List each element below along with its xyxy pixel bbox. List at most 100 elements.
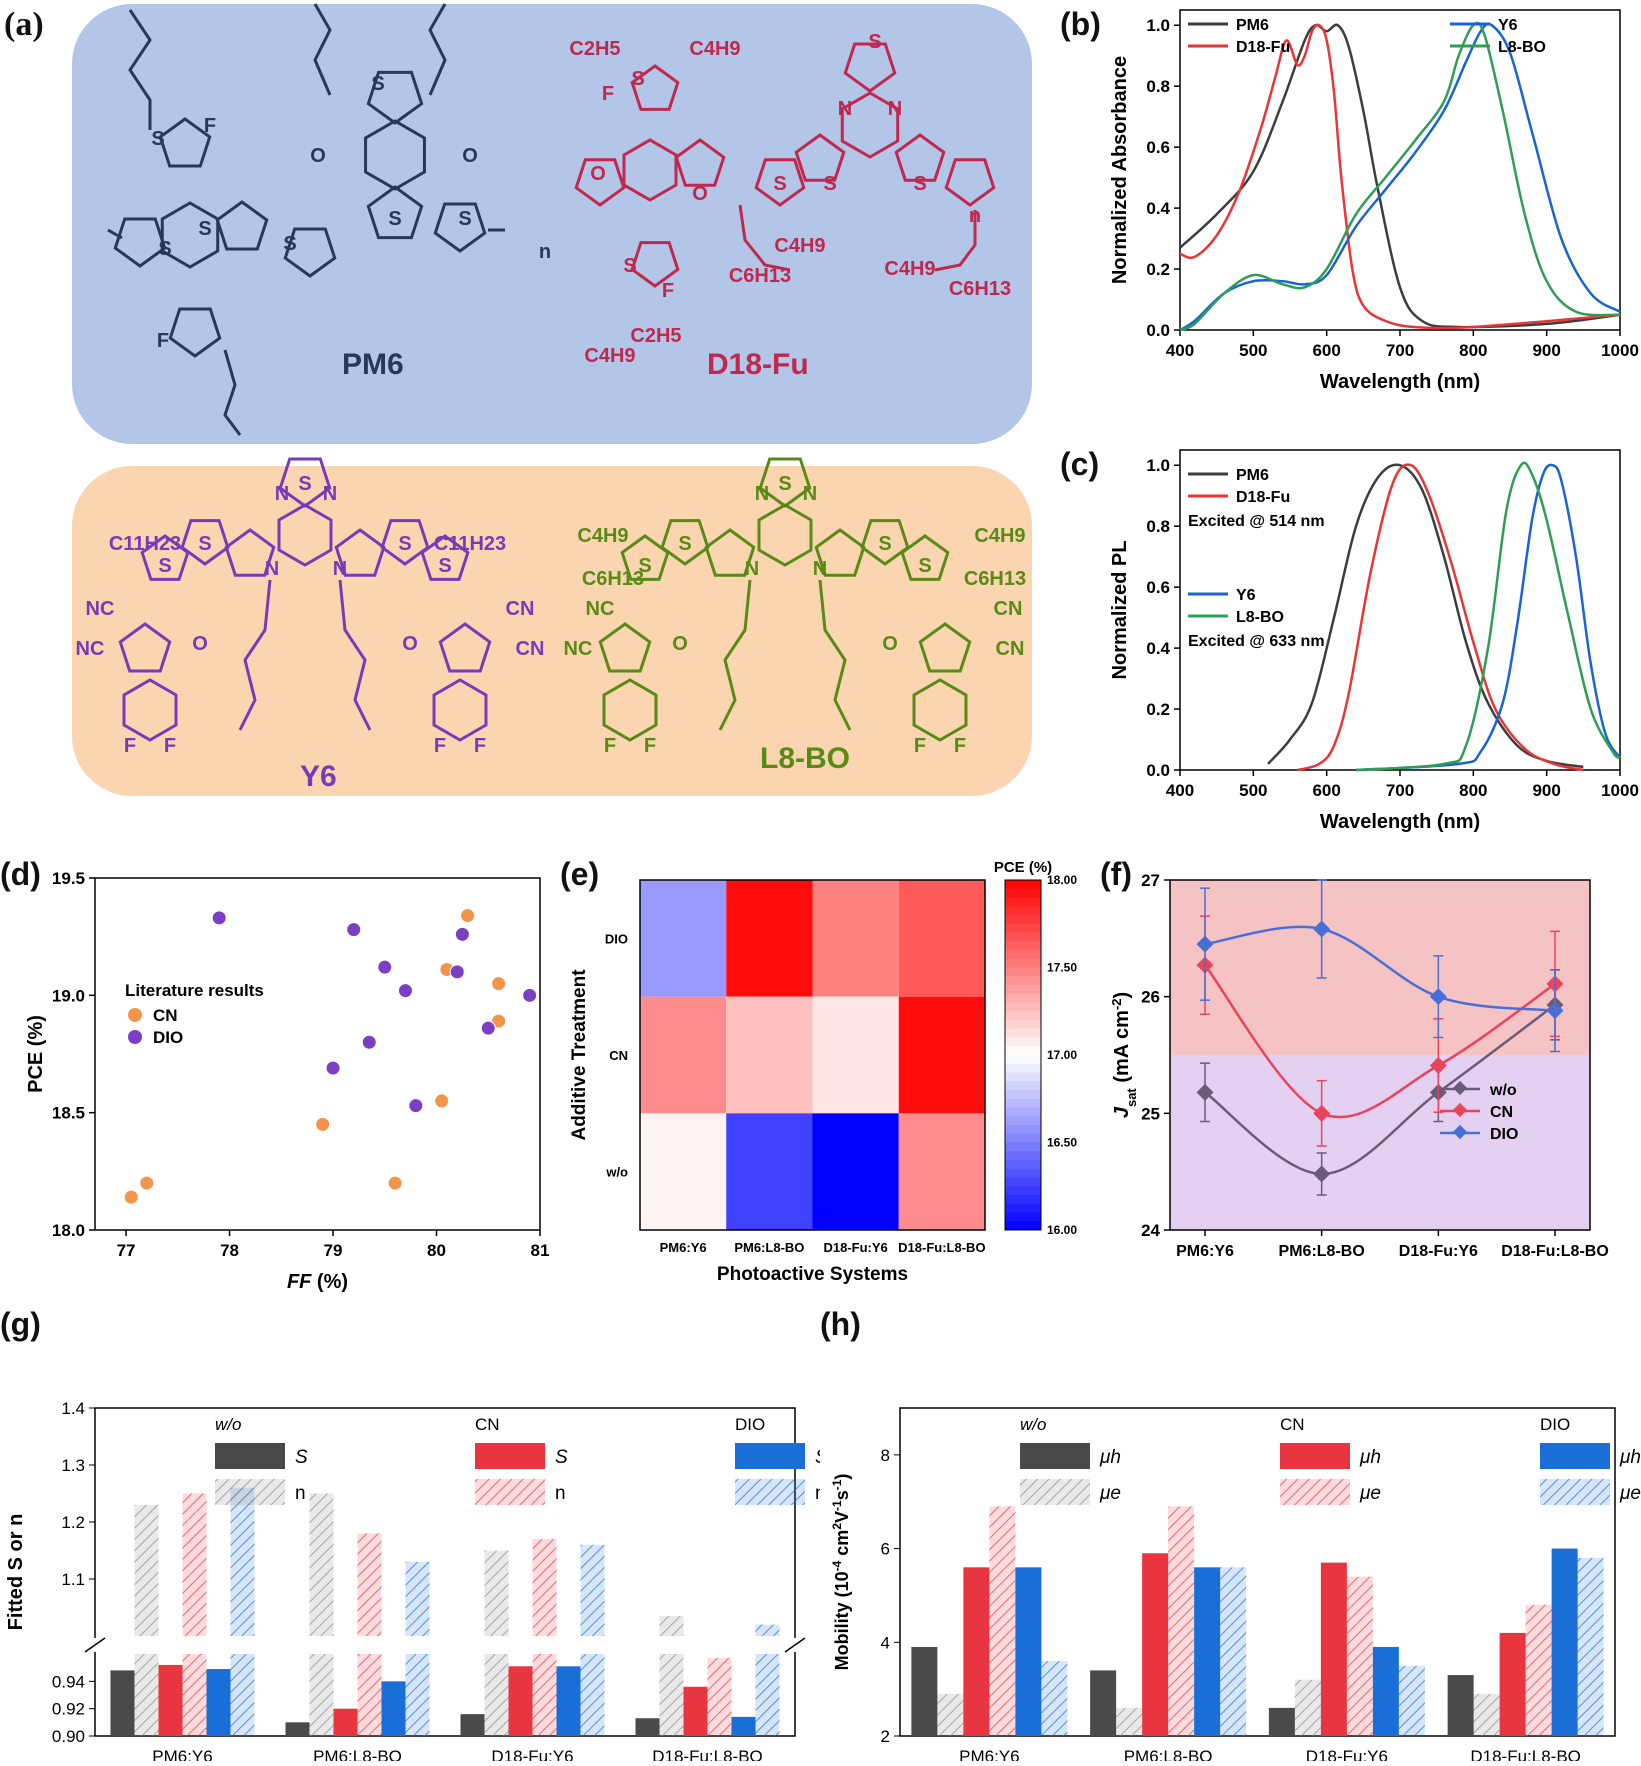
- x-tick-label: PM6:Y6: [152, 1747, 212, 1761]
- molecule-name-y6: Y6: [300, 760, 337, 793]
- x-tick-label: 700: [1386, 781, 1414, 800]
- y-axis-label-part: (mA cm: [1111, 1010, 1133, 1088]
- y-tick-label: 26: [1141, 988, 1160, 1007]
- colorbar-tick-label: 18.00: [1047, 873, 1077, 887]
- d18-atom-label: O: [590, 163, 606, 185]
- pm6-atom-label: O: [310, 145, 326, 167]
- y-tick-label: 19.0: [52, 986, 85, 1005]
- pm6-atom-label: F: [157, 330, 169, 352]
- l8-difluorobenzene: [912, 678, 968, 742]
- x-axis-label-italic: FF: [287, 1271, 312, 1293]
- bar: [309, 1493, 334, 1636]
- colorbar-segment: [1005, 1221, 1041, 1231]
- plot-frame: [899, 1407, 1616, 1737]
- bar: [755, 1654, 780, 1736]
- l8-atom-label: F: [644, 735, 656, 757]
- y6-atom-label: S: [398, 533, 411, 555]
- x-tick-label: PM6:Y6: [660, 1240, 707, 1255]
- data-marker: [1313, 1104, 1331, 1122]
- legend-marker: [1452, 1124, 1468, 1140]
- bar: [635, 1718, 660, 1736]
- bar: [1525, 1604, 1552, 1736]
- x-tick-label: 800: [1459, 341, 1487, 360]
- y6-atom-label: N: [323, 483, 337, 505]
- molecule-name-pm6: PM6: [342, 348, 404, 381]
- x-tick-label: D18-Fu:L8-BO: [652, 1747, 763, 1761]
- y6-thiophene-ring: [140, 534, 190, 581]
- legend-swatch: [1020, 1443, 1090, 1469]
- bar: [206, 1669, 231, 1736]
- heatmap-cell: [898, 996, 985, 1114]
- y-axis-label-part: cm: [832, 1530, 852, 1561]
- legend-label: μe: [1619, 1483, 1641, 1504]
- legend-group-title: DIO: [1540, 1415, 1570, 1434]
- legend-label: DIO: [153, 1028, 183, 1047]
- colorbar-segment: [1005, 897, 1041, 907]
- series-line-CN: [1204, 964, 1556, 1119]
- heatmap-cell: [726, 1113, 813, 1230]
- legend-marker: [128, 1030, 142, 1044]
- x-tick-label: PM6:L8-BO: [1279, 1243, 1365, 1260]
- colorbar-segment: [1005, 1081, 1041, 1091]
- legend-swatch: [475, 1479, 545, 1505]
- l8-indanone-ring: [598, 622, 652, 673]
- y6-atom-label: NC: [76, 638, 105, 660]
- l8-alkyl-chain: [718, 579, 752, 731]
- scatter-point-cn: [139, 1175, 155, 1191]
- x-tick-label: D18-Fu:Y6: [823, 1240, 887, 1255]
- molecule-name-d18-fu: D18-Fu: [707, 348, 809, 381]
- l8-atom-label: CN: [994, 598, 1023, 620]
- series-line-w/o: [1204, 1003, 1556, 1176]
- x-tick-label: 700: [1386, 341, 1414, 360]
- l8-atom-label: O: [882, 633, 898, 655]
- heatmap-cell: [640, 996, 727, 1114]
- x-tick-label: 600: [1312, 781, 1340, 800]
- legend-group-title: w/o: [215, 1415, 241, 1434]
- y-axis-label: Fitted S or n: [5, 1514, 27, 1631]
- d18-atom-label: C4H9: [774, 235, 825, 257]
- series-line-l8-bo: [1179, 21, 1621, 332]
- colorbar-segment: [1005, 1133, 1041, 1143]
- legend-label: μh: [1619, 1447, 1641, 1468]
- l8-indanone-ring: [918, 622, 972, 673]
- colorbar-segment: [1005, 1116, 1041, 1126]
- y6-alkyl-chain: [238, 579, 272, 731]
- heatmap-cell: [640, 1113, 727, 1230]
- scatter-point-dio: [377, 959, 393, 975]
- y-tick-label: 0.6: [1146, 578, 1170, 597]
- l8-atom-label: NC: [564, 638, 593, 660]
- d18-atom-label: S: [823, 173, 836, 195]
- y-tick-label: 8: [881, 1446, 890, 1465]
- bar: [1220, 1567, 1247, 1736]
- background-band: [1170, 880, 1590, 1055]
- y6-indanone-ring: [438, 622, 492, 673]
- d18-benzothiadiazole-core: [840, 91, 900, 159]
- colorbar-segment: [1005, 932, 1041, 942]
- pm6-atom-label: S: [151, 128, 164, 150]
- y-axis-label: Jsat (mA cm-2): [1109, 992, 1139, 1118]
- heatmap-cell: [726, 996, 813, 1114]
- pce-ff-scatter: (d) 77 78 79 80 81 18.0 18.5 19.0 19.5 FF (%) PCE (…: [0, 856, 549, 1293]
- y-tick-label: 0.92: [52, 1700, 85, 1719]
- d18-side-thiophene: [630, 241, 680, 288]
- legend-label: w/o: [1489, 1082, 1517, 1099]
- colorbar-segment: [1005, 1177, 1041, 1187]
- y-tick-label: 1.3: [61, 1456, 85, 1475]
- colorbar-segment: [1005, 976, 1041, 986]
- y6-atom-label: O: [402, 633, 418, 655]
- y6-atom-label: F: [474, 735, 486, 757]
- y-tick-label: 1.4: [61, 1399, 85, 1418]
- bar: [405, 1654, 430, 1736]
- d18-atom-label: F: [662, 280, 674, 302]
- legend-label: PM6: [1236, 467, 1269, 484]
- colorbar-segment: [1005, 1098, 1041, 1108]
- legend-swatch: [1020, 1479, 1090, 1505]
- x-tick-label: 900: [1532, 341, 1560, 360]
- pl-chart: (c) 400 500 600 700 800 900 1000 0.0 0.2 0.4 0.6 0.8…: [1060, 446, 1639, 833]
- colorbar-segment: [1005, 1090, 1041, 1100]
- legend-swatch: [1540, 1479, 1610, 1505]
- bar: [1194, 1567, 1221, 1736]
- y-axis-label-part: s: [832, 1490, 852, 1500]
- x-tick-label: PM6:L8-BO: [313, 1747, 402, 1761]
